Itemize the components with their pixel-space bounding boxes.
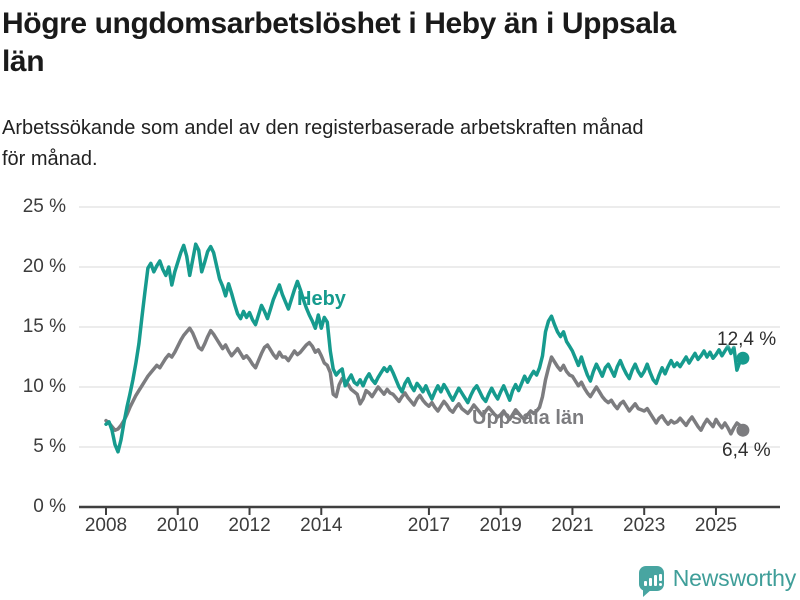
y-axis-label: 25 % [22,196,66,217]
x-axis-label: 2017 [407,515,451,536]
x-axis-label: 2008 [84,515,128,536]
y-axis-label: 15 % [22,316,66,337]
brand-name: Newsworthy [672,565,796,591]
page-subtitle: Arbetssökande som andel av den registerb… [2,117,644,170]
series-label-heby: Heby [297,288,346,310]
speech-bubble-tail [642,589,652,597]
series-line-uppsala [104,326,745,436]
page-title: Högre ungdomsarbetslöshet i Heby än i Up… [2,7,676,78]
newsworthy-logo-icon [638,566,664,597]
y-axis-label: 5 % [33,436,66,457]
end-value-label-uppsala: 6,4 % [722,440,771,461]
series-end-dot-heby [736,351,750,365]
x-axis-label: 2010 [156,515,199,536]
y-axis-label: 10 % [22,376,66,397]
series-line-heby [104,242,745,454]
end-value-label-heby: 12,4 % [717,329,777,350]
x-axis-label: 2023 [623,515,666,536]
series-label-uppsala: Uppsala län [472,407,585,429]
x-axis-label: 2025 [694,515,738,536]
exclamation-icon [658,574,662,586]
x-axis-label: 2019 [479,515,522,536]
series-end-dot-uppsala [736,423,750,437]
y-axis-label: 20 % [22,256,66,277]
x-axis-label: 2012 [228,515,271,536]
bar-chart-icon [643,574,662,586]
x-axis-label: 2021 [551,515,594,536]
newsworthy-logo: Newsworthy [638,565,796,597]
x-axis-label: 2014 [300,515,343,536]
y-axis-label: 0 % [33,496,66,517]
